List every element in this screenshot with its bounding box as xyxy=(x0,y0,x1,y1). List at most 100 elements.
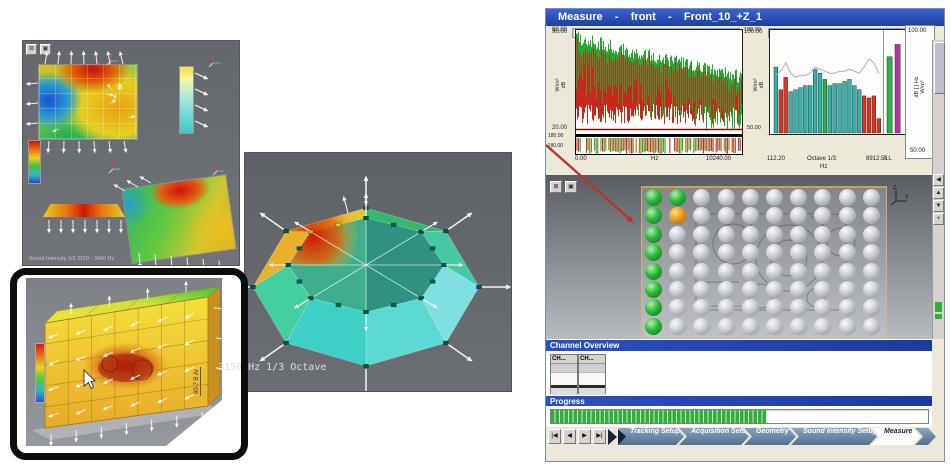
measurement-point-sphere[interactable] xyxy=(766,317,783,335)
measurement-point-sphere[interactable] xyxy=(717,299,735,317)
measurement-point-sphere[interactable] xyxy=(717,207,735,225)
nav-prev-button[interactable]: ◀ xyxy=(563,429,576,444)
measurement-point-sphere[interactable] xyxy=(814,299,832,317)
measurement-point-sphere[interactable] xyxy=(645,225,662,243)
measurement-point-sphere[interactable] xyxy=(790,225,808,243)
measurement-point-sphere[interactable] xyxy=(790,189,808,206)
measurement-point-sphere[interactable] xyxy=(814,281,832,298)
measurement-point-sphere[interactable] xyxy=(766,189,783,206)
measurement-point-sphere[interactable] xyxy=(862,317,880,335)
measurement-point-sphere[interactable] xyxy=(838,299,856,317)
rail-zoom-button[interactable]: + xyxy=(933,213,944,225)
scrollbar-thumb[interactable] xyxy=(934,42,945,94)
tab-tracking-setup[interactable]: Tracking Setup xyxy=(618,428,684,445)
tab-sound-intensity-setup[interactable]: Sound Intensity Setup xyxy=(791,428,877,445)
measurement-point-sphere[interactable] xyxy=(669,244,687,262)
measurement-point-sphere[interactable] xyxy=(669,189,687,206)
measurement-point-sphere[interactable] xyxy=(790,244,808,262)
measurement-point-sphere[interactable] xyxy=(838,189,856,206)
measurement-point-sphere[interactable] xyxy=(693,225,711,243)
measurement-point-sphere[interactable] xyxy=(862,207,880,225)
rail-down-button[interactable]: ▼ xyxy=(933,200,944,212)
measurement-point-sphere[interactable] xyxy=(814,207,832,225)
rail-pan-button[interactable]: ◀ xyxy=(933,174,944,186)
measurement-point-sphere[interactable] xyxy=(862,281,880,298)
measurement-point-sphere[interactable] xyxy=(669,262,687,280)
measurement-point-sphere[interactable] xyxy=(669,317,687,335)
measurement-point-sphere[interactable] xyxy=(669,299,687,317)
measurement-point-sphere[interactable] xyxy=(838,262,856,280)
measurement-point-sphere[interactable] xyxy=(717,189,735,206)
measurement-point-sphere[interactable] xyxy=(766,244,783,262)
measurement-point-sphere[interactable] xyxy=(645,262,662,280)
measurement-point-sphere[interactable] xyxy=(669,225,687,243)
measurement-point-sphere[interactable] xyxy=(790,299,808,317)
measurement-point-sphere[interactable] xyxy=(862,244,880,262)
measurement-point-sphere[interactable] xyxy=(862,189,880,206)
viewport-fit-button[interactable]: ⊠ xyxy=(26,44,37,55)
window-title-bar[interactable]: Measure - front - Front_10_+Z_1 xyxy=(546,9,944,26)
measurement-point-sphere[interactable] xyxy=(862,299,880,317)
measurement-point-sphere[interactable] xyxy=(838,281,856,298)
nav-first-button[interactable]: |◀ xyxy=(548,429,561,444)
measurement-point-sphere[interactable] xyxy=(669,207,687,225)
measurement-point-sphere[interactable] xyxy=(838,317,856,335)
measurement-point-sphere[interactable] xyxy=(862,225,880,243)
rail-up-button[interactable]: ▲ xyxy=(933,187,944,199)
nav-next-button[interactable]: ▶ xyxy=(578,429,591,444)
measurement-point-sphere[interactable] xyxy=(766,207,783,225)
measurement-point-sphere[interactable] xyxy=(645,281,662,298)
measurement-point-sphere[interactable] xyxy=(717,262,735,280)
measurement-point-sphere[interactable] xyxy=(766,262,783,280)
measurement-point-sphere[interactable] xyxy=(693,299,711,317)
measurement-point-sphere[interactable] xyxy=(838,225,856,243)
measurement-point-sphere[interactable] xyxy=(766,225,783,243)
measurement-point-sphere[interactable] xyxy=(741,281,759,298)
measurement-point-sphere[interactable] xyxy=(693,189,711,206)
measurement-point-sphere[interactable] xyxy=(693,317,711,335)
measurement-point-sphere[interactable] xyxy=(790,207,808,225)
measurement-point-sphere[interactable] xyxy=(790,317,808,335)
measurement-point-sphere[interactable] xyxy=(790,281,808,298)
measurement-point-sphere[interactable] xyxy=(645,244,662,262)
measurement-point-sphere[interactable] xyxy=(741,225,759,243)
measurement-point-sphere[interactable] xyxy=(838,244,856,262)
measurement-point-sphere[interactable] xyxy=(741,317,759,335)
tab-next-partial[interactable] xyxy=(915,428,936,445)
measurement-point-sphere[interactable] xyxy=(790,262,808,280)
measurement-point-sphere[interactable] xyxy=(645,189,662,206)
measurement-point-sphere[interactable] xyxy=(693,262,711,280)
measurement-point-sphere[interactable] xyxy=(717,281,735,298)
measurement-point-sphere[interactable] xyxy=(814,262,832,280)
measurement-point-sphere[interactable] xyxy=(814,317,832,335)
tab-measure[interactable]: Measure xyxy=(872,428,920,445)
measurement-point-sphere[interactable] xyxy=(741,299,759,317)
measurement-point-sphere[interactable] xyxy=(814,225,832,243)
tab-acquisition-setup[interactable]: Acquisition Setup xyxy=(679,428,749,445)
channel-box-2[interactable]: CH... xyxy=(578,354,606,396)
nav-last-button[interactable]: ▶| xyxy=(593,429,606,444)
measurement-point-sphere[interactable] xyxy=(862,262,880,280)
measurement-point-sphere[interactable] xyxy=(645,207,662,225)
measurement-point-sphere[interactable] xyxy=(645,299,662,317)
measurement-point-sphere[interactable] xyxy=(766,281,783,298)
measurement-point-sphere[interactable] xyxy=(645,317,662,335)
measurement-point-sphere[interactable] xyxy=(741,262,759,280)
measurement-point-sphere[interactable] xyxy=(741,207,759,225)
measurement-point-sphere[interactable] xyxy=(741,244,759,262)
channel-box-1[interactable]: CH... xyxy=(550,354,578,396)
measurement-point-sphere[interactable] xyxy=(693,207,711,225)
measurement-point-sphere[interactable] xyxy=(814,244,832,262)
measurement-point-sphere[interactable] xyxy=(838,207,856,225)
measurement-point-sphere[interactable] xyxy=(693,244,711,262)
measurement-point-sphere[interactable] xyxy=(741,189,759,206)
measurement-point-sphere[interactable] xyxy=(717,244,735,262)
tab-geometry[interactable]: Geometry xyxy=(744,428,796,445)
measurement-point-sphere[interactable] xyxy=(717,225,735,243)
measurement-point-sphere[interactable] xyxy=(814,189,832,206)
octagon-directivity-plot xyxy=(245,175,511,391)
measurement-point-sphere[interactable] xyxy=(669,281,687,298)
measurement-point-sphere[interactable] xyxy=(766,299,783,317)
measurement-point-sphere[interactable] xyxy=(717,317,735,335)
measurement-point-sphere[interactable] xyxy=(693,281,711,298)
